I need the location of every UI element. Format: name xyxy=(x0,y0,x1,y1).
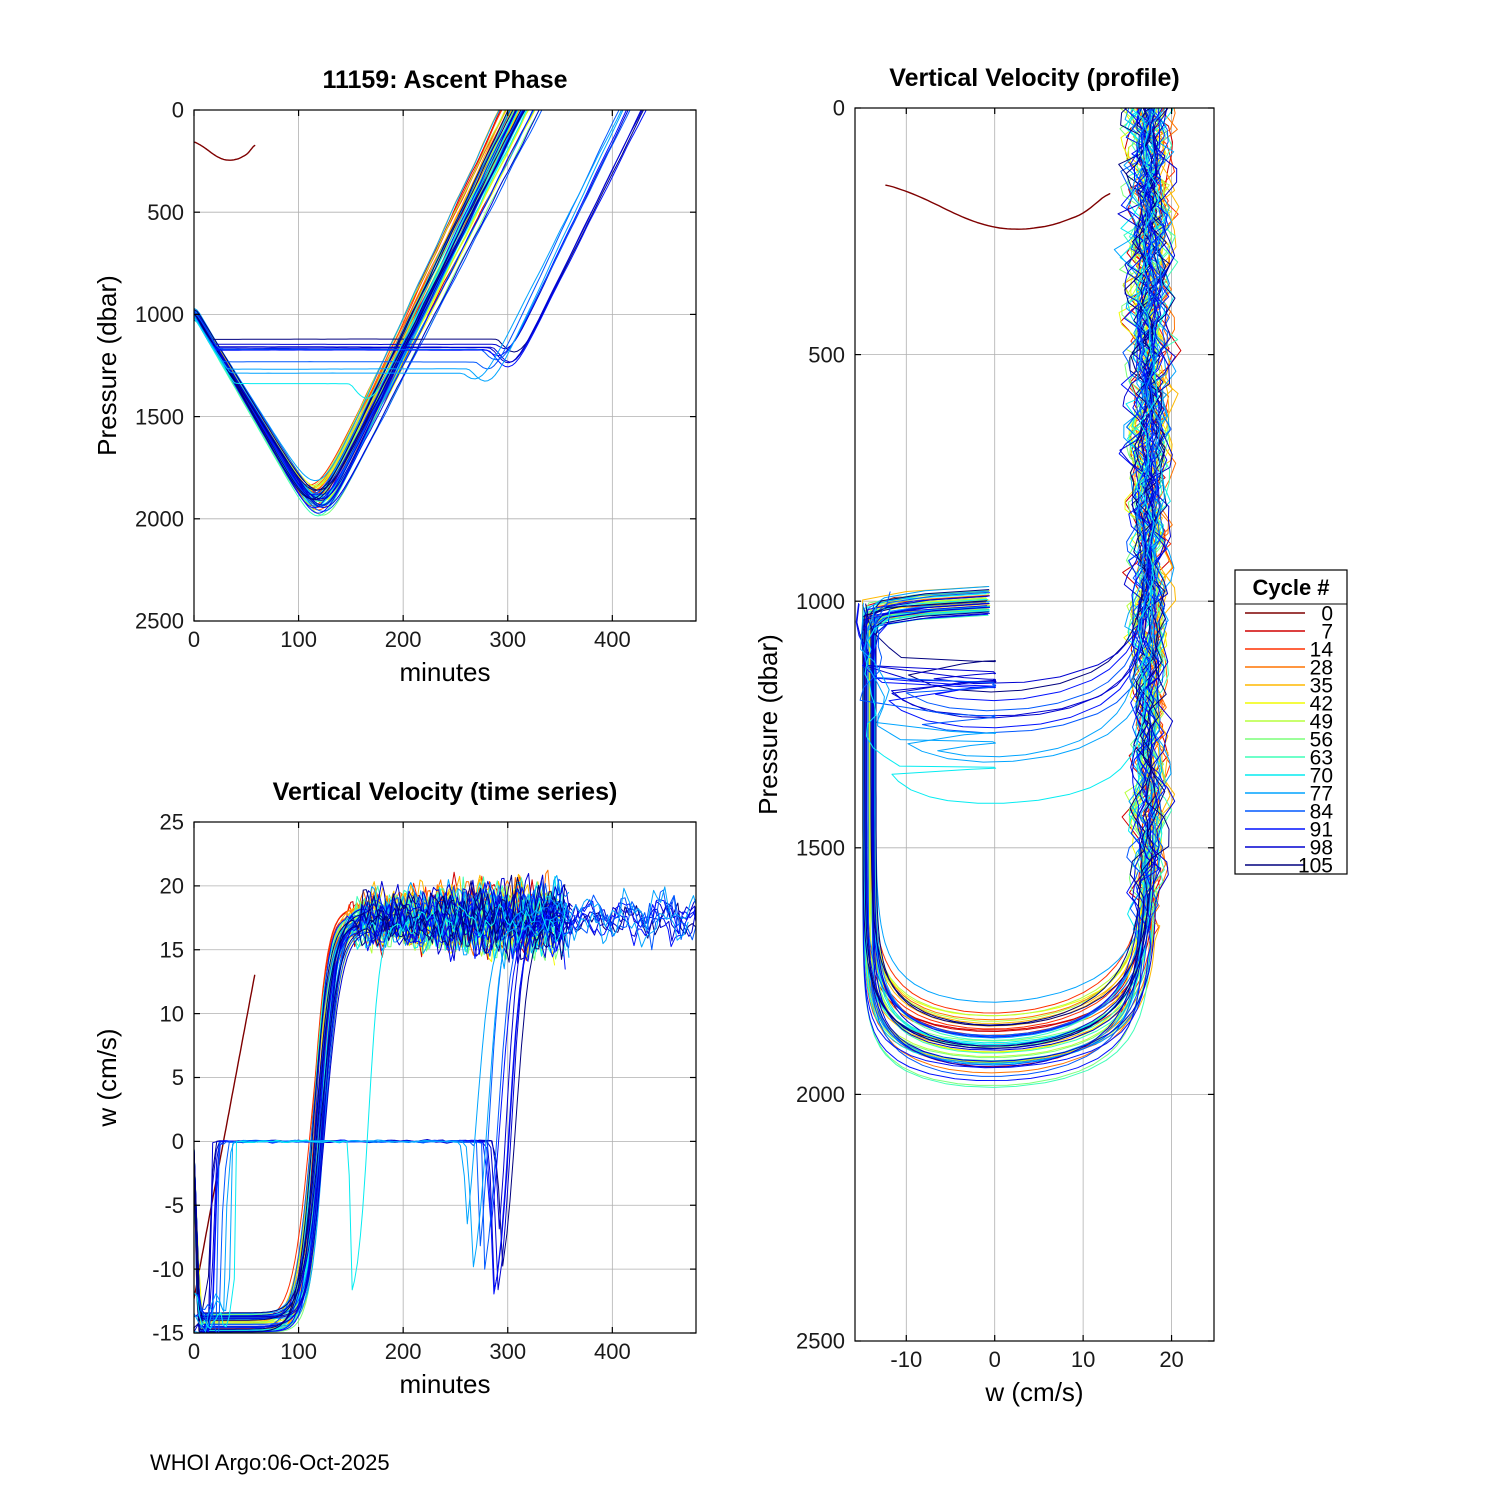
svg-text:2500: 2500 xyxy=(135,609,184,634)
svg-text:1000: 1000 xyxy=(135,302,184,327)
svg-text:Vertical Velocity (profile): Vertical Velocity (profile) xyxy=(889,64,1179,92)
svg-text:200: 200 xyxy=(385,627,422,652)
svg-text:-5: -5 xyxy=(164,1193,184,1218)
svg-text:5: 5 xyxy=(172,1065,184,1090)
svg-text:2500: 2500 xyxy=(796,1329,845,1354)
svg-text:minutes: minutes xyxy=(399,1369,490,1399)
svg-text:20: 20 xyxy=(160,874,184,899)
svg-text:0: 0 xyxy=(989,1347,1001,1372)
svg-text:11159: Ascent Phase: 11159: Ascent Phase xyxy=(322,66,567,94)
svg-text:400: 400 xyxy=(594,1339,631,1364)
svg-text:300: 300 xyxy=(489,1339,526,1364)
svg-text:WHOI Argo:06-Oct-2025: WHOI Argo:06-Oct-2025 xyxy=(150,1450,390,1475)
svg-text:500: 500 xyxy=(147,200,184,225)
svg-text:w (cm/s): w (cm/s) xyxy=(984,1377,1083,1407)
svg-text:10: 10 xyxy=(160,1001,184,1026)
svg-text:2000: 2000 xyxy=(135,507,184,532)
svg-text:25: 25 xyxy=(160,810,184,835)
svg-text:1500: 1500 xyxy=(796,836,845,861)
svg-text:105: 105 xyxy=(1298,855,1333,878)
svg-text:500: 500 xyxy=(808,342,845,367)
svg-text:200: 200 xyxy=(385,1339,422,1364)
svg-text:0: 0 xyxy=(188,627,200,652)
svg-text:400: 400 xyxy=(594,627,631,652)
svg-text:1500: 1500 xyxy=(135,404,184,429)
svg-text:-15: -15 xyxy=(152,1321,184,1346)
svg-text:Vertical Velocity (time series: Vertical Velocity (time series) xyxy=(273,778,618,806)
svg-text:100: 100 xyxy=(280,627,317,652)
svg-text:-10: -10 xyxy=(152,1257,184,1282)
svg-text:20: 20 xyxy=(1159,1347,1183,1372)
svg-text:0: 0 xyxy=(172,98,184,123)
svg-text:Pressure (dbar): Pressure (dbar) xyxy=(92,275,122,456)
svg-text:w (cm/s): w (cm/s) xyxy=(92,1028,122,1127)
svg-text:2000: 2000 xyxy=(796,1082,845,1107)
svg-text:-10: -10 xyxy=(890,1347,922,1372)
svg-text:300: 300 xyxy=(489,627,526,652)
svg-text:100: 100 xyxy=(280,1339,317,1364)
svg-text:0: 0 xyxy=(188,1339,200,1364)
svg-text:10: 10 xyxy=(1071,1347,1095,1372)
svg-text:15: 15 xyxy=(160,937,184,962)
svg-text:Pressure (dbar): Pressure (dbar) xyxy=(753,634,783,815)
svg-text:0: 0 xyxy=(833,96,845,121)
svg-text:0: 0 xyxy=(172,1129,184,1154)
svg-text:minutes: minutes xyxy=(399,657,490,687)
svg-text:1000: 1000 xyxy=(796,589,845,614)
svg-text:Cycle #: Cycle # xyxy=(1252,575,1329,600)
